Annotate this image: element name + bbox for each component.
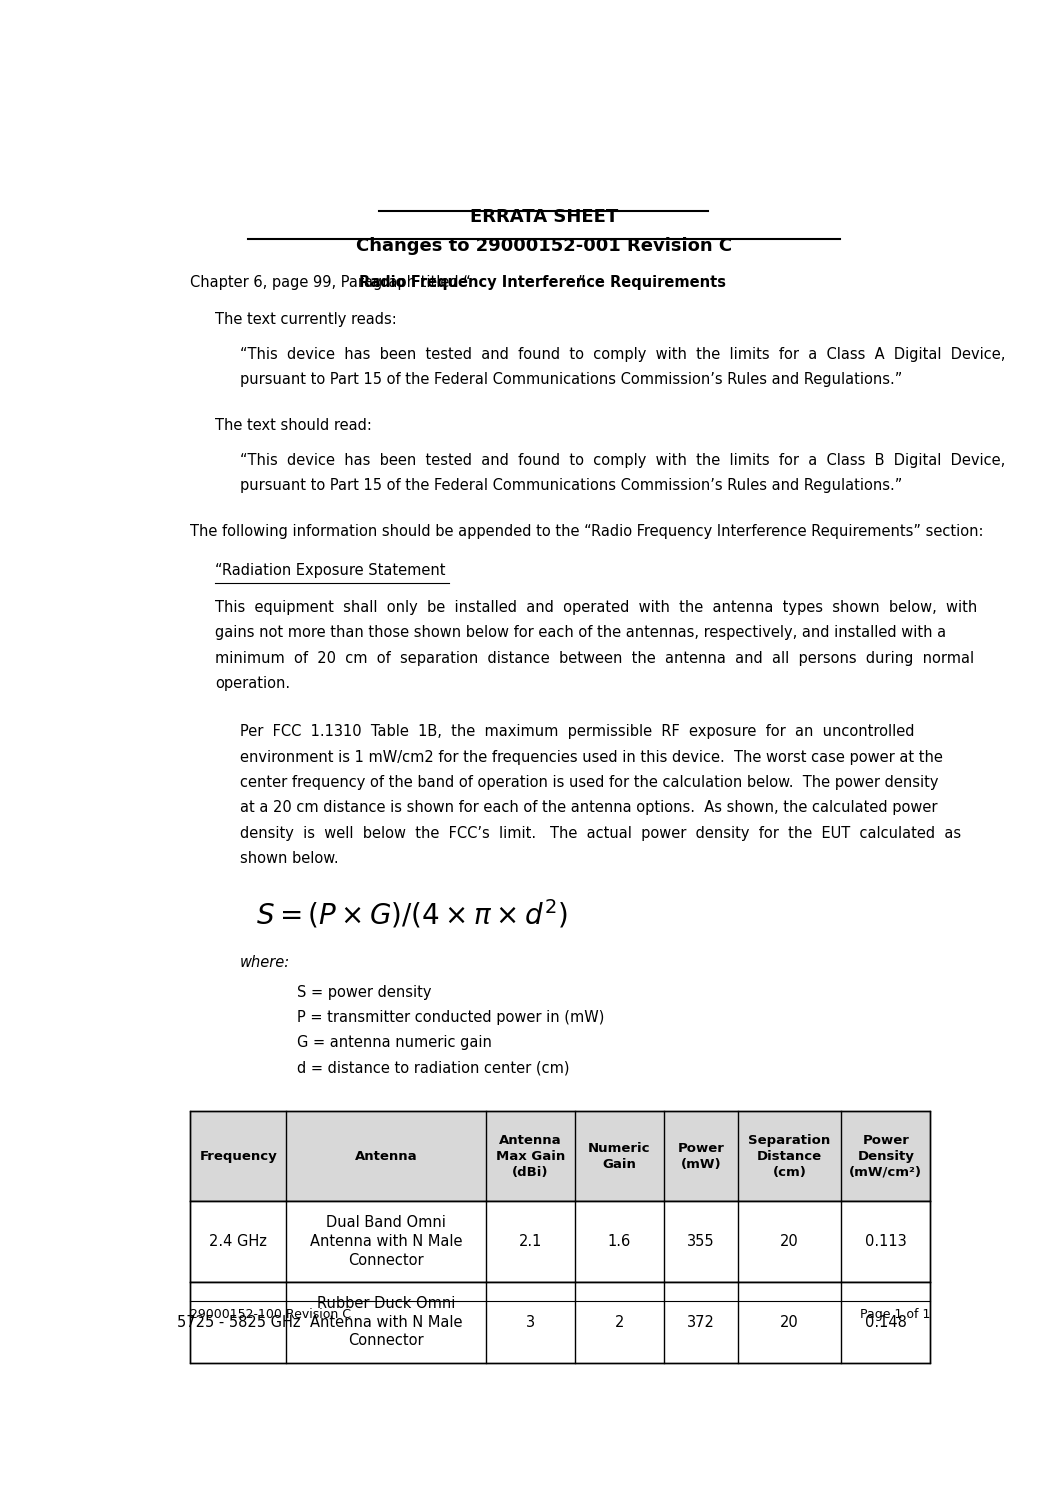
Text: Chapter 6, page 99, Paragraph titled “: Chapter 6, page 99, Paragraph titled “ — [190, 275, 471, 290]
Text: 5725 - 5825 GHz: 5725 - 5825 GHz — [176, 1315, 300, 1330]
Text: 2: 2 — [614, 1315, 624, 1330]
Text: d = distance to radiation center (cm): d = distance to radiation center (cm) — [297, 1061, 570, 1076]
Text: ERRATA SHEET: ERRATA SHEET — [470, 208, 618, 226]
Text: “Radiation Exposure Statement: “Radiation Exposure Statement — [214, 562, 446, 577]
Text: Power
(mW): Power (mW) — [677, 1141, 725, 1171]
Text: at a 20 cm distance is shown for each of the antenna options.  As shown, the cal: at a 20 cm distance is shown for each of… — [240, 800, 937, 815]
Text: ”: ” — [578, 275, 586, 290]
Text: The following information should be appended to the “Radio Frequency Interferenc: The following information should be appe… — [190, 524, 984, 539]
Text: $\mathbf{\mathit{S=(P\times G)/(4\times\pi\times d^2)}}$: $\mathbf{\mathit{S=(P\times G)/(4\times\… — [256, 898, 568, 931]
Text: 2.1: 2.1 — [519, 1234, 542, 1249]
Text: Per  FCC  1.1310  Table  1B,  the  maximum  permissible  RF  exposure  for  an  : Per FCC 1.1310 Table 1B, the maximum per… — [240, 724, 914, 739]
Bar — [190, 1201, 930, 1282]
Text: environment is 1 mW/cm2 for the frequencies used in this device.  The worst case: environment is 1 mW/cm2 for the frequenc… — [240, 749, 942, 764]
Text: The text should read:: The text should read: — [214, 417, 371, 432]
Text: P = transmitter conducted power in (mW): P = transmitter conducted power in (mW) — [297, 1010, 605, 1025]
Text: pursuant to Part 15 of the Federal Communications Commission’s Rules and Regulat: pursuant to Part 15 of the Federal Commu… — [240, 373, 902, 387]
Text: Antenna
Max Gain
(dBi): Antenna Max Gain (dBi) — [495, 1134, 566, 1179]
Text: Changes to 29000152-001 Revision C: Changes to 29000152-001 Revision C — [355, 238, 732, 256]
Text: 20: 20 — [780, 1234, 799, 1249]
Text: Numeric
Gain: Numeric Gain — [588, 1141, 650, 1171]
Text: This  equipment  shall  only  be  installed  and  operated  with  the  antenna  : This equipment shall only be installed a… — [214, 600, 977, 615]
Text: Power
Density
(mW/cm²): Power Density (mW/cm²) — [849, 1134, 922, 1179]
Text: The text currently reads:: The text currently reads: — [214, 313, 397, 328]
Text: S = power density: S = power density — [297, 984, 432, 999]
Text: 0.148: 0.148 — [865, 1315, 907, 1330]
Text: 29000152-100 Revision C: 29000152-100 Revision C — [190, 1309, 351, 1321]
Text: 2.4 GHz: 2.4 GHz — [209, 1234, 267, 1249]
Text: 355: 355 — [688, 1234, 715, 1249]
Bar — [190, 1282, 930, 1363]
Text: 3: 3 — [526, 1315, 535, 1330]
Text: operation.: operation. — [214, 676, 290, 691]
Text: “This  device  has  been  tested  and  found  to  comply  with  the  limits  for: “This device has been tested and found t… — [240, 347, 1005, 362]
Text: Frequency: Frequency — [199, 1150, 277, 1162]
Text: Antenna: Antenna — [355, 1150, 418, 1162]
Text: 372: 372 — [686, 1315, 715, 1330]
Text: 1.6: 1.6 — [608, 1234, 631, 1249]
Text: Dual Band Omni
Antenna with N Male
Connector: Dual Band Omni Antenna with N Male Conne… — [310, 1215, 463, 1267]
Text: Rubber Duck Omni
Antenna with N Male
Connector: Rubber Duck Omni Antenna with N Male Con… — [310, 1296, 463, 1348]
Text: shown below.: shown below. — [240, 851, 338, 866]
Text: density  is  well  below  the  FCC’s  limit.   The  actual  power  density  for : density is well below the FCC’s limit. T… — [240, 826, 960, 841]
Text: G = antenna numeric gain: G = antenna numeric gain — [297, 1035, 492, 1050]
Text: Radio Frequency Interference Requirements: Radio Frequency Interference Requirement… — [359, 275, 726, 290]
Text: center frequency of the band of operation is used for the calculation below.  Th: center frequency of the band of operatio… — [240, 775, 938, 790]
Text: Separation
Distance
(cm): Separation Distance (cm) — [748, 1134, 831, 1179]
Bar — [190, 1112, 930, 1201]
Text: 0.113: 0.113 — [865, 1234, 907, 1249]
Text: minimum  of  20  cm  of  separation  distance  between  the  antenna  and  all  : minimum of 20 cm of separation distance … — [214, 651, 974, 666]
Text: gains not more than those shown below for each of the antennas, respectively, an: gains not more than those shown below fo… — [214, 625, 946, 640]
Text: 20: 20 — [780, 1315, 799, 1330]
Text: where:: where: — [240, 954, 290, 969]
Text: pursuant to Part 15 of the Federal Communications Commission’s Rules and Regulat: pursuant to Part 15 of the Federal Commu… — [240, 477, 902, 492]
Text: “This  device  has  been  tested  and  found  to  comply  with  the  limits  for: “This device has been tested and found t… — [240, 452, 1005, 468]
Text: Page 1 of 1: Page 1 of 1 — [859, 1309, 930, 1321]
